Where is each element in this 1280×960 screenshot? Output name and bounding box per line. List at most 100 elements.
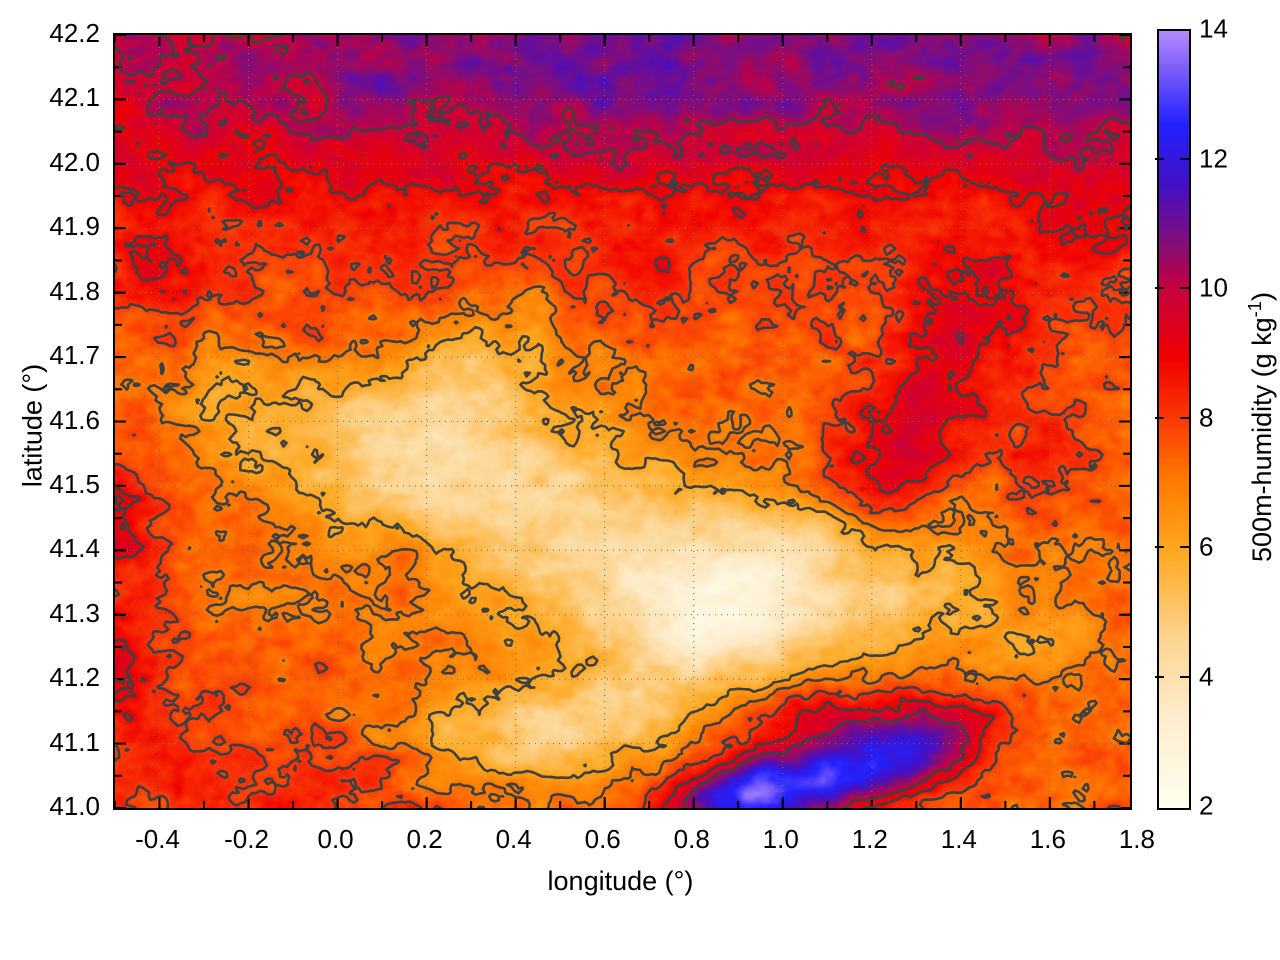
contour-path (366, 266, 372, 274)
contour-path (123, 233, 184, 282)
contour-path (140, 676, 147, 683)
heatmap-plot-area (113, 33, 1132, 810)
contour-path (147, 258, 153, 264)
contour-path (199, 375, 258, 422)
contour-path (536, 666, 541, 671)
contour-path (1030, 219, 1034, 224)
y-tick-label: 41.8 (49, 275, 100, 306)
contour-path (834, 339, 838, 344)
y-tick-label: 42.1 (49, 82, 100, 113)
y-tick-label: 41.5 (49, 468, 100, 499)
contour-path (216, 769, 229, 779)
contour-path (301, 540, 312, 547)
contour-path (126, 56, 135, 61)
contour-path (810, 316, 843, 351)
contour-path (221, 219, 243, 231)
contour-path (844, 421, 857, 434)
contour-path (385, 256, 393, 266)
contour-path (238, 132, 251, 139)
colorbar-title-tail: ) (1247, 292, 1277, 302)
contour-path (570, 305, 576, 309)
contour-path (860, 225, 867, 234)
contour-path (274, 221, 284, 228)
contour-path (136, 141, 141, 147)
contour-path (146, 285, 1114, 808)
contour-path (118, 522, 126, 531)
contour-path (1059, 132, 1074, 144)
contour-path (310, 448, 325, 464)
contour-path (115, 743, 121, 762)
contour-path (280, 439, 288, 448)
contour-path (558, 428, 566, 435)
contour-path (271, 532, 281, 541)
contour-path (1061, 672, 1083, 692)
contour-path (514, 676, 532, 685)
contour-path (530, 246, 537, 251)
contour-path (750, 280, 760, 290)
contour-path (159, 362, 165, 376)
contour-path (673, 421, 679, 426)
contour-path (665, 237, 675, 244)
contour-path (219, 371, 223, 375)
contour-path (1053, 312, 1058, 320)
contour-path (1035, 635, 1055, 647)
contour-path (296, 590, 332, 625)
contour-path (473, 254, 478, 258)
contour-path (873, 118, 879, 123)
y-tick-label: 42.2 (49, 18, 100, 48)
contour-path (410, 269, 422, 285)
contour-path (367, 314, 378, 321)
x-tick-label: 0.8 (673, 824, 710, 854)
contour-path (687, 428, 696, 434)
contour-path (1059, 272, 1070, 279)
contour-path (205, 588, 220, 598)
contour-path (697, 152, 706, 158)
contour-path (484, 109, 490, 117)
contour-path (590, 246, 599, 253)
contour-path (524, 211, 577, 236)
contour-path (963, 671, 978, 684)
contour-path (382, 800, 423, 808)
contour-path (556, 358, 565, 367)
contour-path (551, 258, 556, 262)
contour-path (224, 325, 1000, 780)
contour-path (994, 432, 999, 437)
contour-path (1102, 380, 1121, 391)
contour-path (829, 464, 834, 468)
contour-path (517, 358, 522, 363)
y-tick-label: 41.3 (49, 597, 100, 628)
contour-path (684, 117, 691, 124)
contour-path (181, 289, 188, 295)
y-tick-label: 42.0 (49, 146, 100, 177)
colorbar-tick-label: 14 (1199, 13, 1228, 44)
contour-path (648, 321, 656, 329)
contour-path (162, 384, 170, 393)
contour-path (642, 685, 1019, 808)
contour-path (836, 301, 846, 320)
x-tick-label: 0.0 (317, 824, 354, 854)
contour-path (599, 410, 604, 414)
contour-path (1040, 479, 1056, 488)
contour-path (167, 160, 175, 166)
contour-path (912, 300, 921, 306)
contour-path (979, 529, 988, 538)
contour-path (787, 498, 796, 505)
contour-path (383, 254, 388, 260)
contour-path (743, 142, 752, 147)
contour-path (489, 614, 494, 621)
contour-path (179, 267, 189, 276)
contour-path (708, 261, 748, 305)
contour-path (418, 285, 423, 289)
contour-path (340, 118, 344, 122)
contour-path (218, 596, 223, 600)
contour-path (967, 650, 972, 655)
contour-path (626, 223, 631, 228)
contour-path (1061, 801, 1086, 808)
contour-path (875, 410, 881, 414)
contour-path (1003, 631, 1036, 657)
contour-path (680, 316, 689, 324)
contour-path (747, 716, 753, 723)
contour-path (834, 281, 838, 286)
contour-path (316, 510, 322, 515)
